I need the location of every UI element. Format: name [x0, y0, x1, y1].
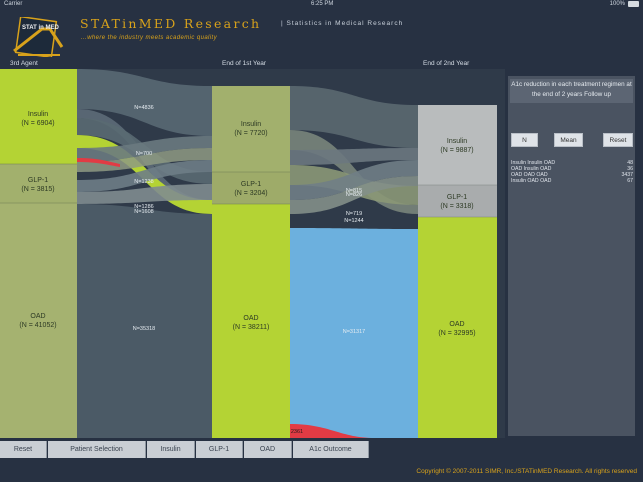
node-count: (N = 41052) — [19, 322, 56, 329]
carrier-label: Carrier — [4, 1, 23, 7]
node-label: OAD — [30, 313, 45, 320]
a1c-outcome-button[interactable]: A1c Outcome — [293, 441, 369, 458]
flow-label: N=700 — [136, 151, 152, 157]
panel-title: A1c reduction in each treatment regimen … — [510, 79, 633, 103]
reset-button[interactable]: Reset — [0, 441, 47, 458]
status-bar: Carrier 6:25 PM 100% — [0, 0, 643, 9]
flow-label: N=31317 — [343, 329, 365, 335]
node-col3-glp1[interactable] — [418, 185, 497, 217]
flow-label: N=719 — [346, 211, 362, 217]
result-value: 3437 — [621, 172, 633, 178]
flow2-glp1-insulin — [290, 148, 418, 165]
result-label: OAD Insulin OAD — [511, 166, 552, 172]
flow2-oad-insulin — [290, 160, 418, 200]
flow-label: N=4836 — [134, 105, 153, 111]
node-col2-oad[interactable] — [212, 204, 290, 438]
battery-label: 100% — [609, 1, 625, 7]
node-col2-insulin[interactable] — [212, 86, 290, 172]
node-count: (N = 3815) — [21, 186, 54, 193]
node-count: (N = 9887) — [440, 147, 473, 154]
mean-button[interactable]: Mean — [554, 133, 583, 147]
battery-icon — [628, 1, 639, 7]
result-label: OAD OAD OAD — [511, 172, 548, 178]
flow2-insulin-insulin — [290, 86, 418, 148]
app-title: STATinMED Research — [80, 16, 262, 31]
flow-label: N=1244 — [344, 218, 363, 224]
result-label: Insulin OAD OAD — [511, 178, 552, 184]
node-label: Insulin — [447, 138, 467, 145]
result-row: OAD OAD OAD 3437 — [511, 172, 633, 178]
node-label: Insulin — [28, 111, 48, 118]
copyright: Copyright © 2007-2011 SIMR, Inc./STATinM… — [416, 468, 637, 475]
node-count: (N = 32995) — [438, 330, 475, 337]
node-label: GLP-1 — [447, 194, 467, 201]
result-label: Insulin Insulin OAD — [511, 160, 556, 166]
flow-label: N=1286 — [134, 204, 153, 210]
result-row: Insulin OAD OAD 67 — [511, 178, 633, 184]
node-col1-oad[interactable] — [0, 203, 77, 438]
node-col3-oad[interactable] — [418, 217, 497, 438]
result-row: OAD Insulin OAD 36 — [511, 166, 633, 172]
node-label: OAD — [243, 315, 258, 322]
flow-label: N=35318 — [133, 326, 155, 332]
result-value: 48 — [627, 160, 633, 166]
n-button[interactable]: N — [511, 133, 538, 147]
panel-reset-button[interactable]: Reset — [603, 133, 633, 147]
node-count: (N = 6904) — [21, 120, 54, 127]
flow2-oad-oad — [290, 228, 418, 438]
glp1-button[interactable]: GLP-1 — [196, 441, 243, 458]
node-count: (N = 38211) — [233, 324, 270, 331]
result-value: 36 — [627, 166, 633, 172]
flow-oad-glp1 — [77, 184, 212, 204]
logo: STAT in MED — [13, 17, 64, 57]
flow-insulin-insulin — [77, 69, 212, 136]
insulin-button[interactable]: Insulin — [147, 441, 195, 458]
node-label: GLP-1 — [28, 177, 48, 184]
flow-oad-insulin — [77, 160, 212, 192]
node-count: (N = 3318) — [440, 203, 473, 210]
result-row: Insulin Insulin OAD 48 — [511, 160, 633, 166]
logo-text: STAT in MED — [22, 25, 59, 31]
flow-label: N=1608 — [134, 209, 153, 215]
flow-label: N=826 — [346, 192, 362, 198]
result-value: 67 — [627, 178, 633, 184]
node-label: Insulin — [241, 121, 261, 128]
patient-selection-button[interactable]: Patient Selection — [48, 441, 146, 458]
app-tagline: ...where the industry meets academic qua… — [81, 35, 217, 41]
flow-oad-oad — [77, 204, 212, 438]
node-col1-glp1[interactable] — [0, 164, 77, 203]
node-col2-glp1[interactable] — [212, 172, 290, 204]
flow-label: 2361 — [291, 429, 303, 435]
flow-red-small — [77, 158, 120, 167]
app-subtitle: | Statistics in Medical Research — [281, 20, 404, 27]
node-col3-insulin[interactable] — [418, 105, 497, 185]
flow2-oad-glp1 — [290, 176, 418, 214]
flow-label: N=815 — [346, 188, 362, 194]
column-header-year2: End of 2nd Year — [423, 60, 470, 67]
node-label: OAD — [449, 321, 464, 328]
app-header: STAT in MED STATinMED Research | Statist… — [0, 9, 643, 57]
column-header-year1: End of 1st Year — [222, 60, 267, 67]
node-count: (N = 7720) — [234, 130, 267, 137]
flow-glp1-insulin — [77, 136, 212, 162]
node-label: GLP-1 — [241, 181, 261, 188]
clock: 6:25 PM — [311, 1, 334, 7]
node-col1-insulin[interactable] — [0, 69, 77, 164]
flow-label: N=1238 — [134, 179, 153, 185]
oad-button[interactable]: OAD — [244, 441, 292, 458]
results-panel: A1c reduction in each treatment regimen … — [508, 76, 635, 436]
node-count: (N = 3204) — [234, 190, 267, 197]
column-header-3rd-agent: 3rd Agent — [10, 60, 38, 67]
flow-glp1-glp1 — [77, 148, 212, 172]
flow2-red — [290, 424, 375, 438]
